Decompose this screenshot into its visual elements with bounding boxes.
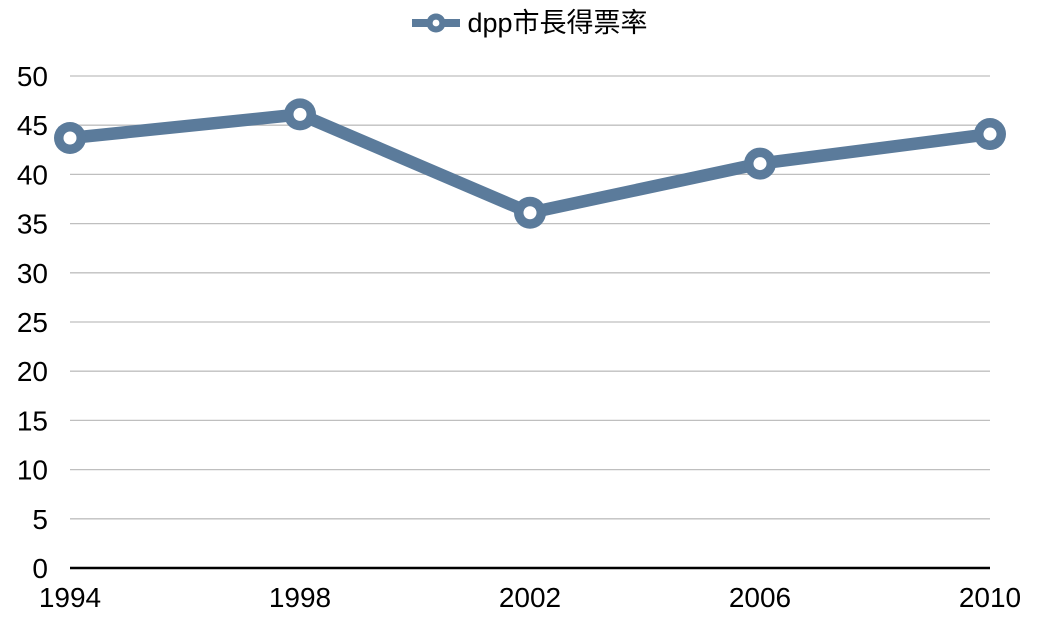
x-axis-tick-label: 1998 (269, 582, 331, 613)
x-axis-tick-label: 2010 (959, 582, 1021, 613)
y-axis-tick-label: 25 (17, 307, 48, 338)
y-axis-tick-label: 15 (17, 405, 48, 436)
y-axis-tick-label: 5 (32, 504, 48, 535)
y-axis-tick-label: 20 (17, 356, 48, 387)
data-point-marker-hole (523, 206, 537, 220)
y-axis-tick-label: 45 (17, 110, 48, 141)
data-point-marker-hole (293, 107, 307, 121)
x-axis-tick-label: 1994 (39, 582, 101, 613)
y-axis-tick-label: 50 (17, 61, 48, 92)
y-axis-tick-label: 40 (17, 159, 48, 190)
legend-label: dpp市長得票率 (467, 7, 648, 38)
y-axis-tick-label: 30 (17, 258, 48, 289)
legend: dpp市長得票率 (70, 6, 990, 40)
data-point-marker-hole (753, 157, 767, 171)
y-axis-tick-label: 35 (17, 209, 48, 240)
x-axis-tick-label: 2006 (729, 582, 791, 613)
y-axis-tick-label: 10 (17, 455, 48, 486)
data-point-marker-hole (63, 131, 77, 145)
y-axis-tick-label: 0 (32, 553, 48, 584)
legend-line-marker-icon (412, 13, 461, 33)
x-axis-tick-label: 2002 (499, 582, 561, 613)
data-point-marker-hole (983, 127, 997, 141)
